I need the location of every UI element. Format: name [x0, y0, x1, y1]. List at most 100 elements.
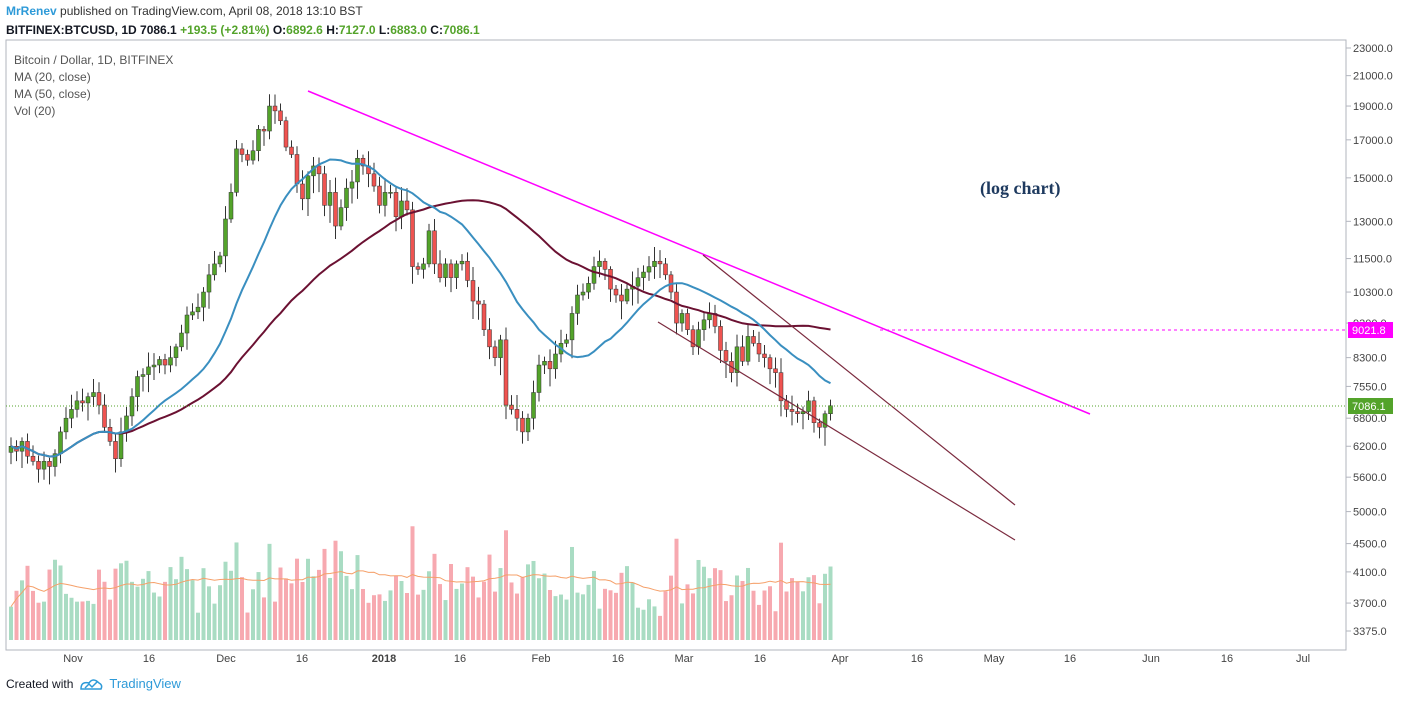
candle-body [652, 260, 657, 267]
candle-body [388, 192, 393, 194]
candle-body [685, 313, 690, 330]
resistance-trendline[interactable] [307, 90, 1091, 415]
volume-bar [240, 577, 244, 640]
volume-bar [174, 579, 178, 640]
channel-upper-line[interactable] [702, 254, 1016, 506]
volume-bar [768, 586, 772, 640]
volume-bar [691, 593, 695, 640]
candle-body [316, 165, 322, 175]
channel-lower-line[interactable] [657, 321, 1016, 541]
candle-body [184, 314, 190, 334]
volume-bar [817, 603, 822, 640]
candle-body [437, 263, 443, 278]
volume-bar [746, 567, 750, 640]
close-value: 7086.1 [442, 23, 480, 37]
candle-body [767, 357, 773, 370]
volume-bar [625, 566, 629, 640]
volume-bar [828, 566, 833, 640]
volume-bar [31, 590, 35, 640]
candle-body [470, 280, 476, 302]
volume-bar [124, 560, 129, 640]
volume-bar [14, 590, 19, 640]
candle-body [817, 422, 822, 428]
candle-body [212, 263, 217, 276]
volume-bar [190, 580, 195, 640]
candle-body [393, 192, 399, 217]
candle-body [151, 364, 157, 368]
candle-body [822, 413, 828, 428]
volume-bar [146, 571, 151, 640]
candle-body [338, 207, 344, 227]
candle-body [228, 192, 234, 220]
volume-bar [119, 563, 123, 640]
chart-frame [5, 39, 1347, 651]
candle-body [195, 306, 201, 313]
volume-bar [344, 575, 349, 640]
volume-bar [267, 543, 272, 640]
candle-body [740, 346, 745, 362]
volume-bar [251, 589, 255, 640]
candlesticks [8, 94, 833, 485]
volume-bar [284, 578, 288, 640]
volume-bar [812, 575, 816, 640]
volume-bar [801, 591, 805, 640]
candle-body [608, 269, 613, 290]
candle-body [481, 303, 487, 330]
volume-bar [262, 597, 266, 640]
volume-bar [630, 582, 635, 640]
volume-bar [69, 597, 74, 640]
volume-bar [163, 581, 167, 640]
volume-bar [680, 603, 684, 640]
volume-bar [311, 576, 316, 640]
volume-bar [735, 575, 739, 640]
candle-body [641, 271, 646, 278]
candle-body [399, 200, 404, 217]
author-name[interactable]: MrRenev [6, 4, 57, 18]
volume-bar [647, 599, 651, 640]
volume-bar [504, 530, 508, 640]
x-tick-label: 2018 [372, 653, 396, 665]
volume-bar [619, 572, 624, 640]
tradingview-logo-icon[interactable] [79, 677, 103, 691]
open-value: 6892.6 [286, 23, 323, 37]
x-tick-label: 16 [296, 653, 308, 665]
volume-bar [685, 584, 690, 640]
volume-bar [80, 601, 85, 640]
volume-bar [559, 594, 563, 640]
tradingview-brand[interactable]: TradingView [109, 676, 181, 691]
candle-body [432, 230, 437, 265]
volume-bar [421, 589, 426, 640]
x-tick-label: Jul [1296, 653, 1310, 665]
candle-body [190, 311, 195, 316]
volume-bar [405, 593, 409, 640]
volume-bar [185, 569, 189, 640]
ma20-line [10, 158, 831, 458]
y-axis[interactable]: 23000.0 21000.0 19000.0 17000.0 15000.0 13000… [1346, 43, 1393, 638]
resistance-price-label: 9021.8 [1348, 322, 1393, 338]
x-tick-label: 16 [1221, 653, 1233, 665]
candle-body [476, 300, 481, 305]
candle-body [63, 417, 69, 433]
candle-body [179, 332, 184, 348]
symbol-line: BITFINEX:BTCUSD, 1D 7086.1 +193.5 (+2.81… [6, 23, 480, 37]
x-tick-label: 16 [143, 653, 155, 665]
legend-ma50: MA (50, close) [14, 87, 91, 101]
candle-body [520, 417, 525, 433]
candle-body [448, 263, 454, 278]
candle-body [723, 350, 729, 362]
y-tick-label: 19000.0 [1353, 101, 1393, 113]
volume-ma-line [10, 570, 831, 607]
volume-bar [361, 588, 365, 640]
volume-bar [773, 611, 778, 640]
legend-vol: Vol (20) [14, 104, 55, 118]
candle-body [613, 288, 619, 296]
volume-bar [575, 592, 580, 640]
y-tick-label: 5600.0 [1353, 472, 1387, 484]
volume-bar [570, 546, 574, 640]
candle-body [305, 175, 311, 200]
volume-bar [696, 559, 701, 640]
volume-bar [509, 582, 514, 640]
candle-body [173, 346, 179, 358]
x-axis[interactable]: Nov 16 Dec 16 2018 16 Feb 16 Mar 16 Apr 16 May 16 Jun 1… [63, 653, 1310, 665]
